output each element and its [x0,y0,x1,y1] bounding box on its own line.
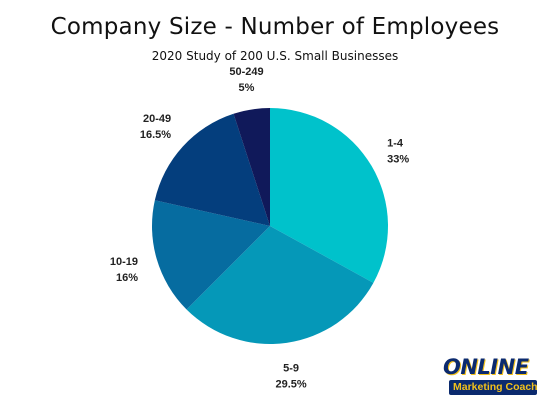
pie-slice-1-4 [270,108,388,283]
pie-slice-10-19 [151,200,270,310]
logo-top-text: ONLINE [443,355,529,379]
chart-title: Company Size - Number of Employees [50,14,500,40]
slice-label-1-4: 1-4 [387,138,404,150]
pie-slice-20-49 [154,113,270,226]
pie-slice-5-9 [186,226,374,345]
online-marketing-coach-logo: ONLINE Marketing Coach [443,356,539,402]
logo-bar [449,380,537,395]
slice-label-5-9: 5-9 [283,363,299,375]
slice-value-1-4: 33% [387,154,409,166]
chart-subtitle: 2020 Study of 200 U.S. Small Businesses [151,49,399,63]
slice-value-10-19: 16% [116,272,138,284]
slice-label-50-249: 50-249 [229,66,263,78]
pie-slice-50-249 [233,108,270,226]
slice-value-50-249: 5% [239,82,255,94]
slice-label-20-49: 20-49 [143,113,171,125]
slice-value-5-9: 29.5% [275,379,306,391]
slice-label-10-19: 10-19 [110,256,138,268]
slice-value-20-49: 16.5% [140,129,171,141]
logo-bottom-text: Marketing Coach [453,381,538,393]
